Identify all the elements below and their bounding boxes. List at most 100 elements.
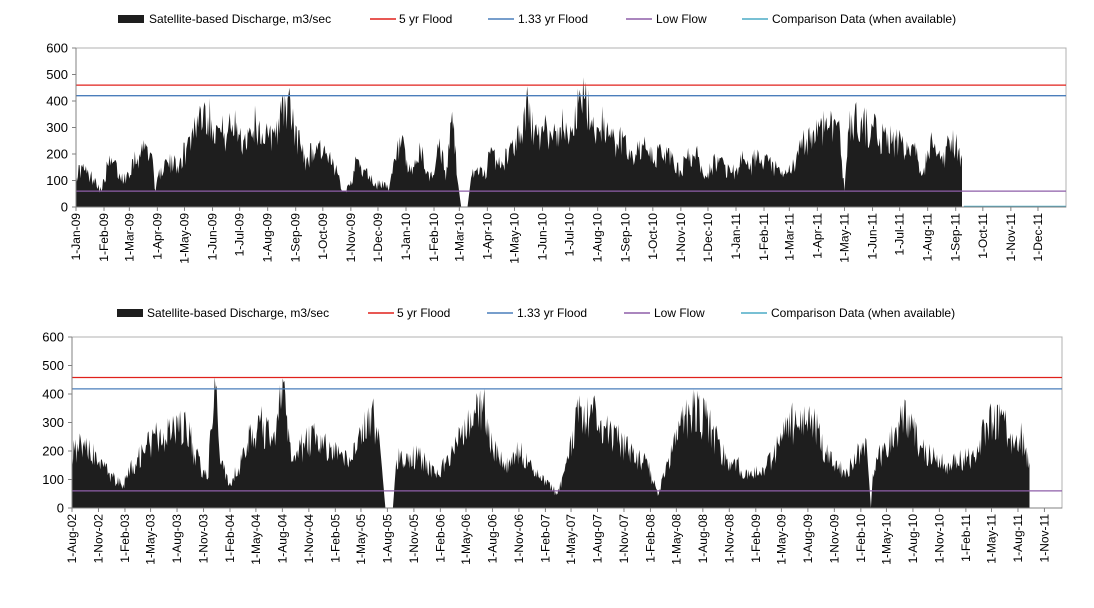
- x-tick-label: 1-Nov-10: [674, 213, 688, 263]
- chart-2009-2011: Satellite-based Discharge, m3/sec 5 yr F…: [46, 12, 1067, 264]
- y-tick-label: 0: [61, 200, 68, 215]
- x-tick-label: 1-May-10: [879, 514, 893, 565]
- y-tick-label: 500: [46, 67, 68, 82]
- y-tick-label: 100: [42, 472, 64, 487]
- x-tick-label: 1-Aug-09: [261, 213, 275, 263]
- y-tick-label: 100: [46, 173, 68, 188]
- y-tick-label: 600: [46, 41, 68, 56]
- legend: Satellite-based Discharge, m3/sec 5 yr F…: [118, 12, 956, 26]
- x-tick-label: 1-Nov-05: [407, 514, 421, 564]
- x-tick-label: 1-Aug-06: [485, 514, 499, 564]
- x-tick-label: 1-May-06: [459, 514, 473, 565]
- x-tick-label: 1-May-09: [177, 213, 191, 264]
- y-tick-label: 300: [46, 120, 68, 135]
- x-tick-label: 1-Oct-10: [646, 213, 660, 260]
- x-tick-label: 1-Jul-10: [563, 213, 577, 257]
- legend-swatch-discharge: [117, 309, 143, 317]
- x-tick-label: 1-Sep-10: [619, 213, 633, 263]
- x-tick-label: 1-Feb-06: [433, 514, 447, 563]
- x-tick-label: 1-Nov-11: [1037, 514, 1051, 563]
- x-tick-label: 1-Jun-09: [206, 213, 220, 261]
- discharge-area: [72, 376, 1030, 508]
- x-tick-label: 1-May-03: [144, 514, 158, 565]
- x-tick-label: 1-May-07: [564, 514, 578, 565]
- plot-area: 0 100 200 300 400 500 600 1-Jan-09 1-Feb-09 1-Mar…: [46, 41, 1067, 264]
- x-tick-label: 1-Nov-03: [197, 514, 211, 564]
- x-tick-label: 1-Feb-11: [959, 514, 973, 562]
- x-tick-label: 1-Mar-09: [122, 213, 136, 262]
- x-tick-label: 1-May-08: [669, 514, 683, 565]
- x-tick-label: 1-Jan-11: [729, 213, 743, 260]
- x-tick-label: 1-Aug-11: [921, 213, 935, 262]
- x-tick-label: 1-Nov-09: [827, 514, 841, 564]
- x-tick-label: 1-Apr-11: [810, 213, 824, 259]
- chart-2002-2011: Satellite-based Discharge, m3/sec 5 yr F…: [42, 306, 1063, 565]
- x-tick-label: 1-Feb-03: [118, 514, 132, 563]
- x-tick-label: 1-Feb-07: [538, 514, 552, 563]
- x-tick-label: 1-May-11: [837, 213, 851, 263]
- x-tick-label: 1-Nov-04: [302, 514, 316, 564]
- x-tick-label: 1-Feb-09: [749, 514, 763, 563]
- x-tick-label: 1-May-05: [354, 514, 368, 565]
- x-tick-label: 1-Apr-10: [480, 213, 494, 260]
- x-tick-label: 1-Aug-11: [1011, 514, 1025, 563]
- x-tick-label: 1-Jan-09: [69, 213, 83, 261]
- x-tick-label: 1-May-04: [249, 514, 263, 565]
- legend-label-discharge: Satellite-based Discharge, m3/sec: [149, 12, 331, 26]
- x-tick-label: 1-Oct-09: [316, 213, 330, 260]
- legend: Satellite-based Discharge, m3/sec 5 yr F…: [117, 306, 955, 320]
- x-tick-label: 1-Aug-04: [275, 514, 289, 564]
- x-tick-label: 1-May-09: [774, 514, 788, 565]
- y-tick-label: 600: [42, 330, 64, 345]
- y-tick-label: 0: [57, 501, 64, 516]
- discharge-area: [76, 77, 962, 207]
- y-tick-label: 400: [46, 94, 68, 109]
- x-tick-label: 1-Sep-09: [289, 213, 303, 263]
- x-tick-label: 1-Apr-09: [150, 213, 164, 260]
- legend-label-flood5: 5 yr Flood: [397, 306, 450, 320]
- x-tick-label: 1-Jun-10: [536, 213, 550, 261]
- legend-label-flood5: 5 yr Flood: [399, 12, 452, 26]
- legend-label-discharge: Satellite-based Discharge, m3/sec: [147, 306, 329, 320]
- x-tick-label: 1-Nov-11: [1004, 213, 1018, 262]
- x-tick-label: 1-Nov-06: [512, 514, 526, 564]
- x-tick-label: 1-Sep-11: [949, 213, 963, 262]
- x-tick-label: 1-Jul-11: [893, 213, 907, 256]
- x-tick-label: 1-Dec-09: [371, 213, 385, 263]
- legend-label-flood133: 1.33 yr Flood: [517, 306, 587, 320]
- x-tick-label: 1-Nov-02: [91, 514, 105, 564]
- x-tick-label: 1-Jan-10: [399, 213, 413, 261]
- x-tick-label: 1-Nov-08: [722, 514, 736, 564]
- x-tick-label: 1-Jun-11: [866, 213, 880, 260]
- legend-swatch-discharge: [118, 15, 144, 23]
- x-tick-label: 1-Dec-10: [701, 213, 715, 263]
- x-tick-label: 1-Feb-05: [328, 514, 342, 563]
- legend-label-comparison: Comparison Data (when available): [771, 306, 955, 320]
- y-tick-label: 400: [42, 387, 64, 402]
- x-tick-label: 1-Feb-10: [427, 213, 441, 262]
- legend-label-flood133: 1.33 yr Flood: [518, 12, 588, 26]
- x-tick-label: 1-Nov-09: [344, 213, 358, 263]
- legend-label-lowflow: Low Flow: [654, 306, 705, 320]
- x-tick-label: 1-Aug-02: [65, 514, 79, 564]
- x-tick-label: 1-Aug-09: [801, 514, 815, 564]
- x-tick-label: 1-Aug-10: [906, 514, 920, 564]
- legend-label-comparison: Comparison Data (when available): [772, 12, 956, 26]
- x-tick-label: 1-Feb-04: [223, 514, 237, 563]
- x-tick-label: 1-Dec-11: [1031, 213, 1045, 262]
- x-tick-label: 1-Feb-10: [854, 514, 868, 563]
- x-tick-label: 1-Mar-11: [782, 213, 796, 261]
- y-tick-label: 200: [42, 444, 64, 459]
- x-tick-label: 1-Aug-07: [591, 514, 605, 564]
- x-tick-label: 1-Feb-09: [97, 213, 111, 262]
- plot-area: 0 100 200 300 400 500 600 1-Aug-02 1-Nov-02 1-Feb…: [42, 330, 1063, 565]
- legend-label-lowflow: Low Flow: [656, 12, 707, 26]
- x-tick-label: 1-Nov-10: [932, 514, 946, 564]
- x-tick-label: 1-Aug-08: [696, 514, 710, 564]
- x-tick-label: 1-Feb-08: [643, 514, 657, 563]
- x-tick-label: 1-May-10: [507, 213, 521, 264]
- y-tick-label: 300: [42, 415, 64, 430]
- x-tick-label: 1-Feb-11: [757, 213, 771, 261]
- x-tick-label: 1-Aug-05: [380, 514, 394, 564]
